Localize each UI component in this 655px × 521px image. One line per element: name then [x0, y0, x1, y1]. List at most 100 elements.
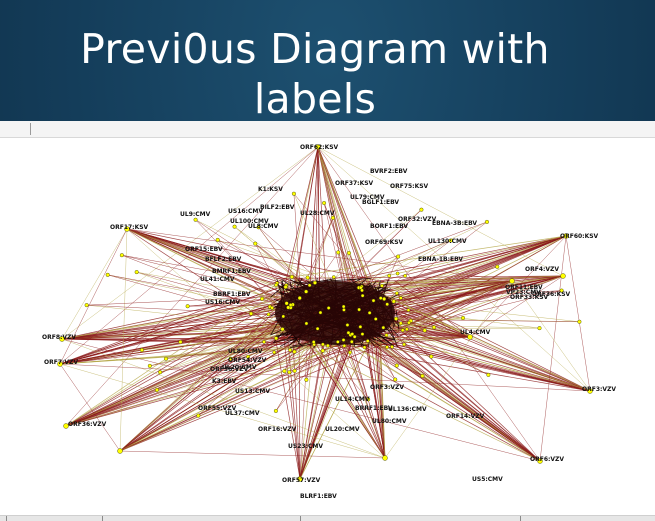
edge — [65, 341, 363, 427]
network-node — [63, 423, 69, 429]
image-bottom-mark — [6, 516, 7, 521]
node-label: ORF57:VZV — [282, 477, 321, 484]
network-node — [537, 458, 543, 464]
edge — [275, 275, 564, 279]
node-label: UL136:CMV — [388, 406, 427, 413]
network-node — [273, 408, 278, 413]
network-node — [292, 368, 297, 373]
node-label: ORF14:VZV — [446, 413, 485, 420]
network-node — [341, 304, 346, 309]
edge — [59, 146, 319, 365]
network-node — [406, 308, 411, 312]
network-node — [577, 319, 582, 324]
node-label: US13:CMV — [235, 388, 270, 395]
network-node — [280, 327, 285, 332]
edge — [119, 323, 393, 452]
edge — [339, 330, 541, 462]
edge — [59, 287, 299, 365]
network-node — [448, 238, 453, 243]
node-label: UL28:CMV — [300, 210, 335, 217]
network-node — [422, 328, 427, 333]
image-bottom-bar — [0, 515, 655, 521]
node-label: UL41:CMV — [200, 276, 235, 283]
node-label: BGLF1:EBV — [362, 199, 399, 206]
network-node — [382, 455, 388, 461]
edge — [370, 280, 513, 286]
edge — [119, 228, 128, 452]
network-node — [358, 325, 363, 329]
node-label: ORF17:KSV — [110, 224, 149, 231]
edge — [270, 284, 285, 298]
node-label: ORF8:VZV — [42, 334, 76, 341]
network-node — [346, 251, 351, 256]
network-node — [288, 348, 292, 352]
network-node — [185, 304, 190, 309]
nodes — [57, 144, 593, 482]
node-label: UL130:CMV — [428, 238, 467, 245]
network-node — [164, 356, 169, 361]
node-label: ORF36:VZV — [68, 421, 107, 428]
network-node — [365, 339, 370, 343]
edge — [119, 450, 386, 459]
node-label: UL80:CMV — [228, 348, 263, 355]
edge — [119, 343, 383, 452]
network-node — [311, 340, 316, 344]
edge — [380, 285, 591, 392]
edge — [65, 296, 285, 427]
edge — [286, 336, 541, 462]
edge — [378, 334, 386, 459]
edge — [126, 228, 324, 299]
node-label: EBNA-1B:EBV — [418, 256, 463, 263]
network-node — [394, 363, 399, 368]
network-node — [405, 327, 409, 332]
edge — [539, 235, 567, 462]
network-node — [495, 264, 500, 269]
edge — [198, 336, 315, 416]
network-node — [360, 332, 365, 336]
node-label: K1:KSV — [258, 186, 283, 193]
edge — [119, 280, 513, 452]
network-node — [390, 345, 394, 349]
edge — [282, 328, 301, 480]
network-node — [367, 311, 372, 315]
edge — [195, 219, 300, 290]
network-node — [560, 273, 566, 279]
network-node — [281, 314, 286, 319]
network-node — [350, 332, 355, 336]
edge — [65, 333, 380, 427]
network-node — [305, 275, 310, 280]
node-label: UL20:CMV — [222, 364, 257, 371]
edge — [367, 266, 498, 298]
network-node — [315, 326, 320, 331]
network-node — [342, 344, 347, 348]
network-node — [57, 361, 63, 367]
network-node — [395, 291, 399, 296]
edge — [359, 240, 451, 290]
network-node — [373, 317, 378, 321]
node-label: K3:EBV — [212, 378, 237, 385]
edge — [230, 336, 291, 359]
network-node — [119, 253, 124, 258]
network-node — [274, 336, 279, 341]
network-node — [342, 308, 346, 312]
network-node — [336, 340, 340, 344]
network-node — [158, 370, 163, 375]
node-label: BRRF1:EBV — [355, 405, 393, 412]
edge — [317, 146, 327, 299]
network-node — [139, 347, 144, 352]
edge — [343, 334, 386, 459]
node-label: US23:CMV — [288, 443, 323, 450]
network-node — [407, 320, 411, 325]
edge — [379, 280, 513, 298]
edge — [59, 285, 285, 365]
edge — [119, 335, 331, 452]
network-node — [287, 370, 292, 375]
network-node — [253, 241, 258, 246]
edge — [317, 146, 541, 462]
network-node — [381, 325, 386, 330]
edge — [61, 328, 305, 340]
node-label: ORF36:VZV — [210, 366, 249, 373]
edge — [65, 279, 299, 427]
network-node — [393, 377, 398, 382]
network-node — [266, 312, 271, 317]
